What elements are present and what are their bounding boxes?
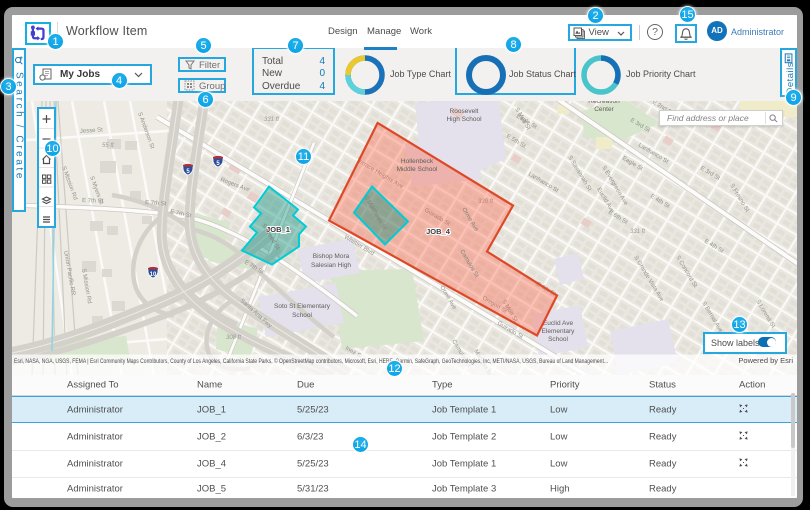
svg-text:Salesian High: Salesian High <box>311 262 351 269</box>
svg-text:JOB_1: JOB_1 <box>266 225 290 234</box>
svg-text:E 7th St: E 7th St <box>145 200 167 207</box>
svg-text:Recreation: Recreation <box>588 101 620 105</box>
svg-text:Powered by Esri: Powered by Esri <box>738 356 793 365</box>
svg-text:331 ft: 331 ft <box>264 117 279 123</box>
svg-text:331 ft: 331 ft <box>630 229 645 235</box>
svg-text:Middle School: Middle School <box>397 166 438 173</box>
svg-text:Elementary: Elementary <box>542 328 576 335</box>
svg-text:Center: Center <box>594 106 614 113</box>
svg-text:339 ft: 339 ft <box>478 199 493 205</box>
svg-text:JOB_4: JOB_4 <box>426 227 451 236</box>
svg-text:5: 5 <box>216 161 220 167</box>
svg-text:Hollenbeck: Hollenbeck <box>401 158 434 165</box>
svg-text:School: School <box>292 312 312 319</box>
svg-text:Bishop Mora: Bishop Mora <box>313 253 350 260</box>
svg-text:Soto St Elementary: Soto St Elementary <box>274 303 331 310</box>
svg-text:308 ft: 308 ft <box>226 335 241 341</box>
svg-text:Euclid Ave: Euclid Ave <box>543 320 574 327</box>
svg-text:Roosevelt: Roosevelt <box>450 108 479 115</box>
svg-text:5: 5 <box>186 169 190 175</box>
svg-text:10: 10 <box>150 272 157 278</box>
svg-text:E 7th St: E 7th St <box>170 209 192 219</box>
svg-text:Esri, NASA, NGA, USGS, FEMA |: Esri, NASA, NGA, USGS, FEMA | Esri Commu… <box>14 357 608 365</box>
svg-text:E 7th St: E 7th St <box>82 198 104 205</box>
svg-text:Jesse St: Jesse St <box>80 127 104 135</box>
svg-text:School: School <box>548 336 568 343</box>
svg-text:55 ft: 55 ft <box>102 143 114 149</box>
svg-text:High School: High School <box>446 116 482 123</box>
